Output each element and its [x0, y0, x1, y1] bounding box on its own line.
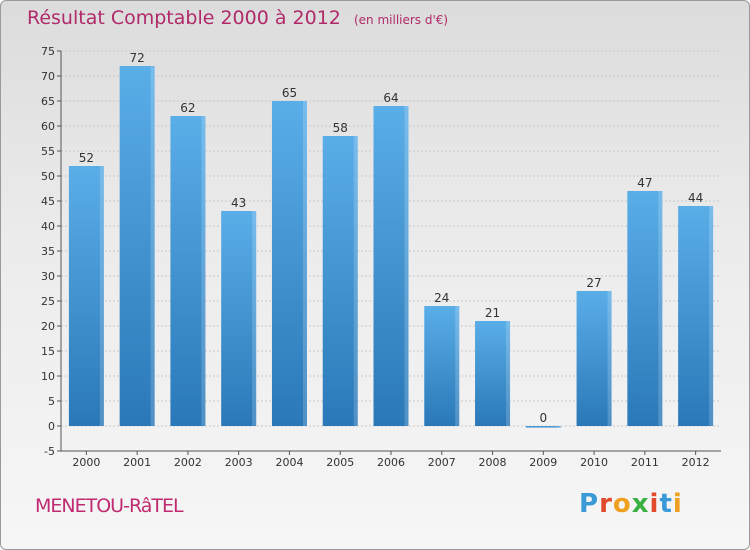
bars — [68, 66, 714, 428]
data-label-2008: 21 — [485, 306, 500, 320]
x-tick-label: 2004 — [275, 456, 303, 469]
axes — [57, 50, 721, 455]
bar-highlight — [353, 136, 358, 426]
bar-2009 — [525, 426, 561, 428]
x-tick-label: 2011 — [631, 456, 659, 469]
data-label-2004: 65 — [282, 86, 297, 100]
y-tick-label: -5 — [44, 445, 55, 458]
x-tick-label: 2008 — [479, 456, 507, 469]
bar-highlight — [302, 101, 307, 426]
data-label-2003: 43 — [231, 196, 246, 210]
bar-highlight — [252, 211, 257, 426]
bar-highlight — [607, 291, 612, 426]
data-label-2011: 47 — [637, 176, 652, 190]
brand-letter: t — [659, 489, 673, 519]
bar-2002 — [170, 116, 206, 426]
chart-subtitle: (en milliers d'€) — [353, 13, 449, 27]
commune-name: MENETOU-RâTEL — [35, 495, 184, 517]
bar-2004 — [271, 101, 307, 426]
y-tick-label: 0 — [48, 420, 55, 433]
brand-letter: i — [649, 489, 660, 519]
y-tick-label: 50 — [41, 170, 55, 183]
x-tick-label: 2000 — [72, 456, 100, 469]
y-tick-label: 35 — [41, 245, 55, 258]
x-tick-label: 2001 — [123, 456, 151, 469]
x-tick-label: 2009 — [529, 456, 557, 469]
bar-2007 — [424, 306, 460, 426]
bar-highlight — [658, 191, 663, 426]
brand-letter: i — [672, 489, 683, 519]
bar-highlight — [455, 306, 460, 426]
y-tick-label: 70 — [41, 70, 55, 83]
bar-2010 — [576, 291, 612, 426]
data-label-2002: 62 — [180, 101, 195, 115]
data-label-2000: 52 — [79, 151, 94, 165]
x-tick-label: 2012 — [682, 456, 710, 469]
data-label-2001: 72 — [130, 51, 145, 65]
data-label-2009: 0 — [539, 411, 547, 425]
y-tick-label: 45 — [41, 195, 55, 208]
brand-letter: x — [631, 489, 650, 519]
brand-letter: o — [612, 489, 632, 519]
bar-highlight — [150, 66, 155, 426]
bar-2003 — [221, 211, 257, 426]
y-tick-label: 20 — [41, 320, 55, 333]
bar-2000 — [68, 166, 104, 426]
chart-title: Résultat Comptable 2000 à 2012 — [27, 7, 341, 29]
y-tick-label: 55 — [41, 145, 55, 158]
x-tick-label: 2005 — [326, 456, 354, 469]
bar-highlight — [99, 166, 104, 426]
y-tick-label: 60 — [41, 120, 55, 133]
y-tick-label: 40 — [41, 220, 55, 233]
data-label-2012: 44 — [688, 191, 703, 205]
bar-highlight — [556, 426, 561, 428]
bar-2006 — [373, 106, 409, 426]
x-tick-label: 2010 — [580, 456, 608, 469]
title-block: Résultat Comptable 2000 à 2012 (en milli… — [27, 7, 448, 29]
bar-2005 — [322, 136, 358, 426]
y-tick-label: 30 — [41, 270, 55, 283]
bar-highlight — [201, 116, 206, 426]
bar-highlight — [709, 206, 714, 426]
brand-logo: Proxiti — [579, 489, 683, 519]
brand-letter: P — [579, 489, 600, 519]
y-tick-label: 65 — [41, 95, 55, 108]
y-tick-label: 5 — [48, 395, 55, 408]
labels: -5 0 5 10 15 20 25 30 35 40 45 50 55 60 65 70 75 52 2000 72… — [41, 45, 710, 469]
bar-highlight — [404, 106, 409, 426]
data-label-2007: 24 — [434, 291, 449, 305]
data-label-2005: 58 — [333, 121, 348, 135]
data-label-2010: 27 — [586, 276, 601, 290]
data-label-2006: 64 — [383, 91, 398, 105]
x-tick-label: 2002 — [174, 456, 202, 469]
y-tick-label: 25 — [41, 295, 55, 308]
y-tick-label: 75 — [41, 45, 55, 58]
bar-highlight — [506, 321, 511, 426]
y-tick-label: 15 — [41, 345, 55, 358]
y-tick-label: 10 — [41, 370, 55, 383]
brand-letter: r — [599, 489, 613, 519]
x-tick-label: 2007 — [428, 456, 456, 469]
bar-2012 — [678, 206, 714, 426]
x-tick-label: 2006 — [377, 456, 405, 469]
bar-2011 — [627, 191, 663, 426]
bar-2001 — [119, 66, 155, 426]
x-tick-label: 2003 — [225, 456, 253, 469]
bar-2008 — [475, 321, 511, 426]
